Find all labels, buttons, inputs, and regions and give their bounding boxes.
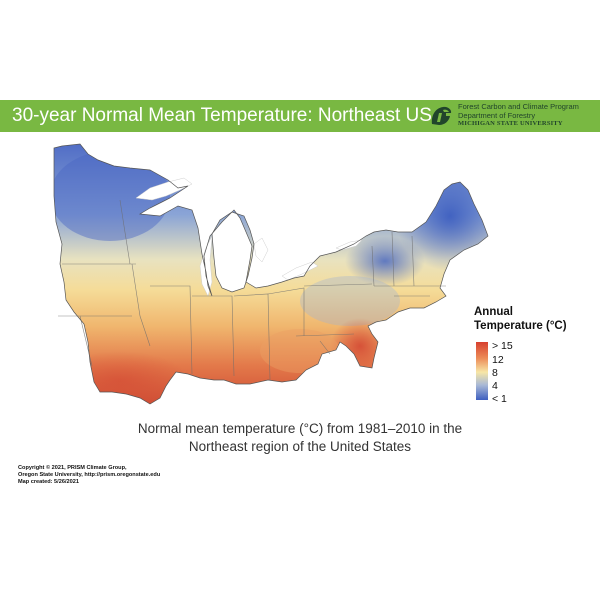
map-svg: [53, 143, 489, 405]
legend-label-12: 12: [492, 354, 504, 366]
copyright-notice: Copyright © 2021, PRISM Climate Group, O…: [18, 465, 160, 486]
temperature-map: [0, 136, 600, 416]
legend-label-8: 8: [492, 367, 498, 379]
copyright-line2: Oregon State University, http://prism.or…: [18, 472, 161, 478]
logo-program: Forest Carbon and Climate Program: [458, 102, 579, 111]
region-outline: [53, 143, 489, 405]
legend-label-4: 4: [492, 380, 498, 392]
great-lakes: [135, 177, 363, 297]
map-caption: Normal mean temperature (°C) from 1981–2…: [50, 420, 550, 456]
logo-university: MICHIGAN STATE UNIVERSITY: [458, 120, 563, 128]
copyright-line1: Copyright © 2021, PRISM Climate Group,: [18, 465, 127, 471]
caption-line2: Northeast region of the United States: [188, 439, 412, 454]
logo-text: Forest Carbon and Climate Program Depart…: [458, 102, 579, 129]
copyright-line3: Map created: 5/26/2021: [18, 479, 79, 485]
title-banner: 30-year Normal Mean Temperature: Northea…: [0, 100, 600, 132]
legend-title-line1: Annual: [474, 306, 513, 318]
legend: Annual Temperature (°C) > 15 12 8 4 < 1: [470, 305, 590, 405]
state-boundaries: [58, 199, 446, 381]
spartan-helmet-icon: [431, 106, 452, 125]
legend-title-line2: Temperature (°C): [474, 320, 567, 332]
logo-department: Department of Forestry: [458, 110, 536, 120]
msu-logo: Forest Carbon and Climate Program Depart…: [428, 102, 596, 130]
map-title: 30-year Normal Mean Temperature: Northea…: [12, 105, 432, 126]
legend-label-min: < 1: [492, 393, 507, 405]
legend-title: Annual Temperature (°C): [474, 305, 567, 333]
legend-label-max: > 15: [492, 340, 513, 352]
legend-color-bar: [476, 342, 488, 400]
caption-line1: Normal mean temperature (°C) from 1981–2…: [137, 421, 463, 436]
